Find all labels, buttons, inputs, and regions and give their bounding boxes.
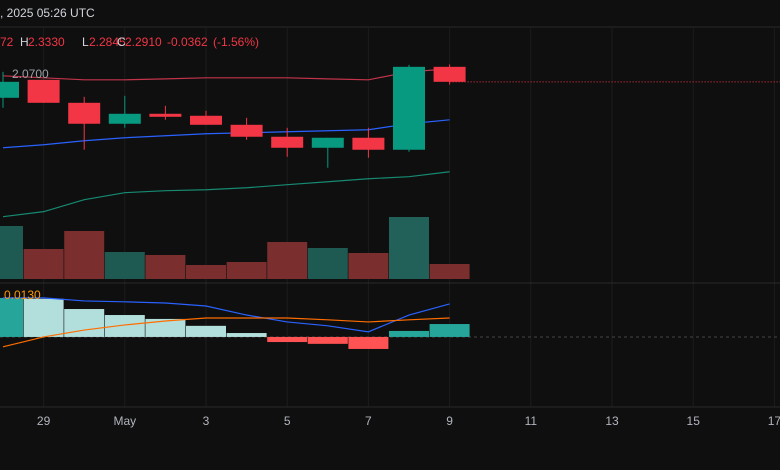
candle-body [393,66,425,150]
bar [0,226,23,279]
low-value: 2.2845 [89,35,126,49]
candle-body [0,81,19,98]
x-tick-label: 3 [203,414,210,428]
candle-body [352,137,385,150]
bar [429,264,470,279]
candle-body [108,113,141,124]
grid [43,28,775,407]
candle-body [433,66,466,82]
candle-body [311,137,344,148]
candle-body [68,102,101,124]
candle-body [149,113,182,117]
bar [23,249,64,279]
band-value: 2.0700 [12,67,49,81]
x-tick-label: 13 [605,414,619,428]
indicator-line [2,119,450,149]
bar [23,298,64,337]
bar [64,231,105,279]
bar [429,324,470,337]
bar [307,248,348,279]
open-value: 72 [0,35,14,49]
change-pct: (-1.56%) [213,35,259,49]
close-value: 2.2910 [125,35,162,49]
candle-body [27,79,60,103]
close-key: C [117,35,126,49]
x-tick-label: 29 [37,414,51,428]
x-tick-label: May [113,414,136,428]
x-tick-label: 11 [525,414,538,428]
high-key: H [20,35,29,49]
bar [145,318,186,337]
low-key: L [82,35,89,49]
indicator-line [2,317,450,348]
bar [226,262,267,279]
change: -0.0362 [167,35,208,49]
bar [104,252,145,279]
bar [389,330,429,337]
candle-body [190,115,222,125]
datetime: , 2025 05:26 UTC [0,6,95,20]
x-tick-label: 17 [768,414,780,428]
bar [389,217,429,279]
candle-body [271,136,304,148]
bar [226,333,267,337]
x-tick-label: 9 [446,414,453,428]
candle-body [230,124,263,137]
bar [307,336,348,344]
indicator-line [2,68,450,81]
indicator-line [2,171,450,218]
x-tick-label: 5 [284,414,291,428]
bar [104,315,145,337]
bar [267,336,308,343]
bar [348,253,389,279]
bar [145,255,186,279]
bar [186,325,226,337]
bar [186,265,226,279]
bar [267,242,308,279]
marks: 29 May 3 5 7 9 11 13 15 17 [0,64,780,428]
x-tick-label: 15 [687,414,701,428]
high-value: 2.3330 [28,35,65,49]
macd-value: 0.0130 [4,288,41,302]
bar [348,336,389,349]
bar [0,297,23,337]
x-tick-label: 7 [365,414,372,428]
indicator-line [3,297,450,333]
